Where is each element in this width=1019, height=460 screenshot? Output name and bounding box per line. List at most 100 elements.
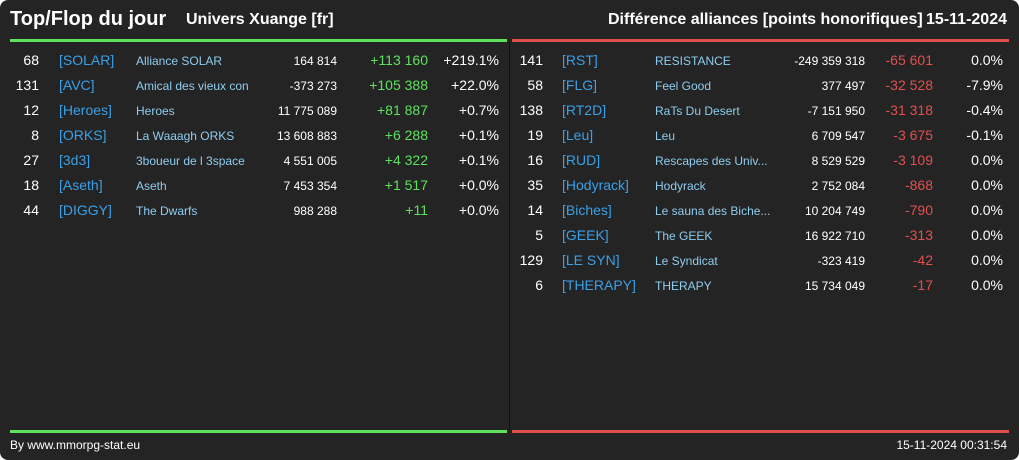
rank-cell: 44 — [23, 202, 39, 218]
table-row: 16 [RUD] Rescapes des Univ... 8 529 529 -3 1… — [510, 148, 1019, 173]
rank-cell: 68 — [23, 52, 39, 68]
table-row: 35 [Hodyrack] Hodyrack 2 752 084 -868 0.0% — [510, 173, 1019, 198]
table-row: 131 [AVC] Amical des vieux con -373 273 +105… — [0, 73, 509, 98]
universe-label: Univers Xuange [fr] — [186, 11, 334, 28]
alliance-name-link[interactable]: Le Syndicat — [655, 254, 718, 268]
table-row: 138 [RT2D] RaTs Du Desert -7 151 950 -31 318… — [510, 98, 1019, 123]
diff-cell: -65 601 — [885, 52, 933, 68]
top-losers-table: 141 [RST] RESISTANCE -249 359 318 -65 601 0.0… — [510, 48, 1019, 298]
diff-cell: +11 — [405, 202, 428, 218]
alliance-name-link[interactable]: 3boueur de l 3space — [136, 154, 245, 168]
alliance-tag-link[interactable]: [GEEK] — [562, 227, 609, 243]
alliance-tag-link[interactable]: [LE SYN] — [562, 252, 620, 268]
rank-cell: 131 — [15, 77, 39, 93]
diff-cell: -3 109 — [893, 152, 933, 168]
alliance-name-link[interactable]: Rescapes des Univ... — [655, 154, 768, 168]
table-row: 44 [DIGGY] The Dwarfs 988 288 +11 +0.0% — [0, 198, 509, 223]
diff-cell: +1 517 — [384, 177, 428, 193]
percent-cell: 0.0% — [971, 202, 1003, 218]
alliance-tag-link[interactable]: [Hodyrack] — [562, 177, 629, 193]
percent-cell: +0.1% — [458, 152, 499, 168]
alliance-name-link[interactable]: Alliance SOLAR — [136, 54, 223, 68]
rank-cell: 138 — [519, 102, 543, 118]
percent-cell: -7.9% — [966, 77, 1003, 93]
top-divider-green — [10, 39, 507, 42]
alliance-name-link[interactable]: The Dwarfs — [136, 204, 198, 218]
percent-cell: +0.0% — [458, 177, 499, 193]
rank-cell: 27 — [23, 152, 39, 168]
alliance-tag-link[interactable]: [RUD] — [562, 152, 601, 168]
alliance-tag-link[interactable]: [Aseth] — [59, 177, 103, 193]
points-cell: 6 709 547 — [811, 129, 865, 143]
alliance-name-link[interactable]: Amical des vieux con — [136, 79, 249, 93]
alliance-name-link[interactable]: Hodyrack — [655, 179, 706, 193]
alliance-tag-link[interactable]: [SOLAR] — [59, 52, 115, 68]
percent-cell: -0.1% — [966, 127, 1003, 143]
points-cell: 377 497 — [821, 79, 865, 93]
points-cell: 164 814 — [293, 54, 337, 68]
percent-cell: +22.0% — [451, 77, 499, 93]
diff-cell: +4 322 — [384, 152, 428, 168]
alliance-name-link[interactable]: Le sauna des Biche... — [655, 204, 771, 218]
percent-cell: 0.0% — [971, 252, 1003, 268]
diff-cell: -868 — [904, 177, 933, 193]
points-cell: 15 734 049 — [804, 279, 865, 293]
diff-cell: +81 887 — [377, 102, 428, 118]
rank-cell: 19 — [527, 127, 543, 143]
alliance-tag-link[interactable]: [RST] — [562, 52, 598, 68]
table-row: 5 [GEEK] The GEEK 16 922 710 -313 0.0% — [510, 223, 1019, 248]
top-divider-red — [512, 39, 1009, 42]
diff-cell: +105 388 — [369, 77, 428, 93]
rank-cell: 14 — [527, 202, 543, 218]
points-cell: -323 419 — [817, 254, 865, 268]
alliance-tag-link[interactable]: [RT2D] — [562, 102, 607, 118]
alliance-tag-link[interactable]: [FLG] — [562, 77, 598, 93]
alliance-name-link[interactable]: The GEEK — [655, 229, 713, 243]
percent-cell: 0.0% — [971, 152, 1003, 168]
rank-cell: 16 — [527, 152, 543, 168]
table-row: 6 [THERAPY] THERAPY 15 734 049 -17 0.0% — [510, 273, 1019, 298]
diff-cell: -32 528 — [885, 77, 933, 93]
bottom-divider-red — [512, 430, 1009, 433]
rank-cell: 12 — [23, 102, 39, 118]
table-row: 27 [3d3] 3boueur de l 3space 4 551 005 +4 32… — [0, 148, 509, 173]
alliance-name-link[interactable]: Heroes — [136, 104, 175, 118]
alliance-tag-link[interactable]: [Heroes] — [59, 102, 112, 118]
alliance-name-link[interactable]: La Waaagh ORKS — [136, 129, 235, 143]
percent-cell: 0.0% — [971, 177, 1003, 193]
points-cell: 8 529 529 — [811, 154, 865, 168]
points-cell: 4 551 005 — [283, 154, 337, 168]
points-cell: -7 151 950 — [807, 104, 865, 118]
rank-cell: 6 — [535, 277, 543, 293]
table-row: 58 [FLG] Feel Good 377 497 -32 528 -7.9% — [510, 73, 1019, 98]
alliance-name-link[interactable]: Feel Good — [655, 79, 712, 93]
alliance-name-link[interactable]: Aseth — [136, 179, 167, 193]
points-cell: 2 752 084 — [811, 179, 865, 193]
alliance-name-link[interactable]: RESISTANCE — [655, 54, 731, 68]
alliance-name-link[interactable]: RaTs Du Desert — [655, 104, 740, 118]
alliance-tag-link[interactable]: [3d3] — [59, 152, 91, 168]
column-divider — [509, 42, 510, 430]
rank-cell: 129 — [519, 252, 543, 268]
alliance-tag-link[interactable]: [Biches] — [562, 202, 612, 218]
rank-cell: 5 — [535, 227, 543, 243]
percent-cell: 0.0% — [971, 52, 1003, 68]
subtitle: Différence alliances [points honorifique… — [608, 11, 923, 28]
alliance-tag-link[interactable]: [Leu] — [562, 127, 594, 143]
table-row: 18 [Aseth] Aseth 7 453 354 +1 517 +0.0% — [0, 173, 509, 198]
alliance-tag-link[interactable]: [DIGGY] — [59, 202, 112, 218]
diff-cell: +6 288 — [384, 127, 428, 143]
rank-cell: 18 — [23, 177, 39, 193]
alliance-name-link[interactable]: Leu — [655, 129, 676, 143]
diff-cell: -790 — [904, 202, 933, 218]
percent-cell: +0.0% — [458, 202, 499, 218]
points-cell: -249 359 318 — [794, 54, 865, 68]
percent-cell: 0.0% — [971, 227, 1003, 243]
points-cell: 13 608 883 — [276, 129, 337, 143]
percent-cell: +0.7% — [458, 102, 499, 118]
alliance-name-link[interactable]: THERAPY — [655, 279, 712, 293]
alliance-tag-link[interactable]: [AVC] — [59, 77, 95, 93]
alliance-tag-link[interactable]: [THERAPY] — [562, 277, 636, 293]
alliance-tag-link[interactable]: [ORKS] — [59, 127, 107, 143]
